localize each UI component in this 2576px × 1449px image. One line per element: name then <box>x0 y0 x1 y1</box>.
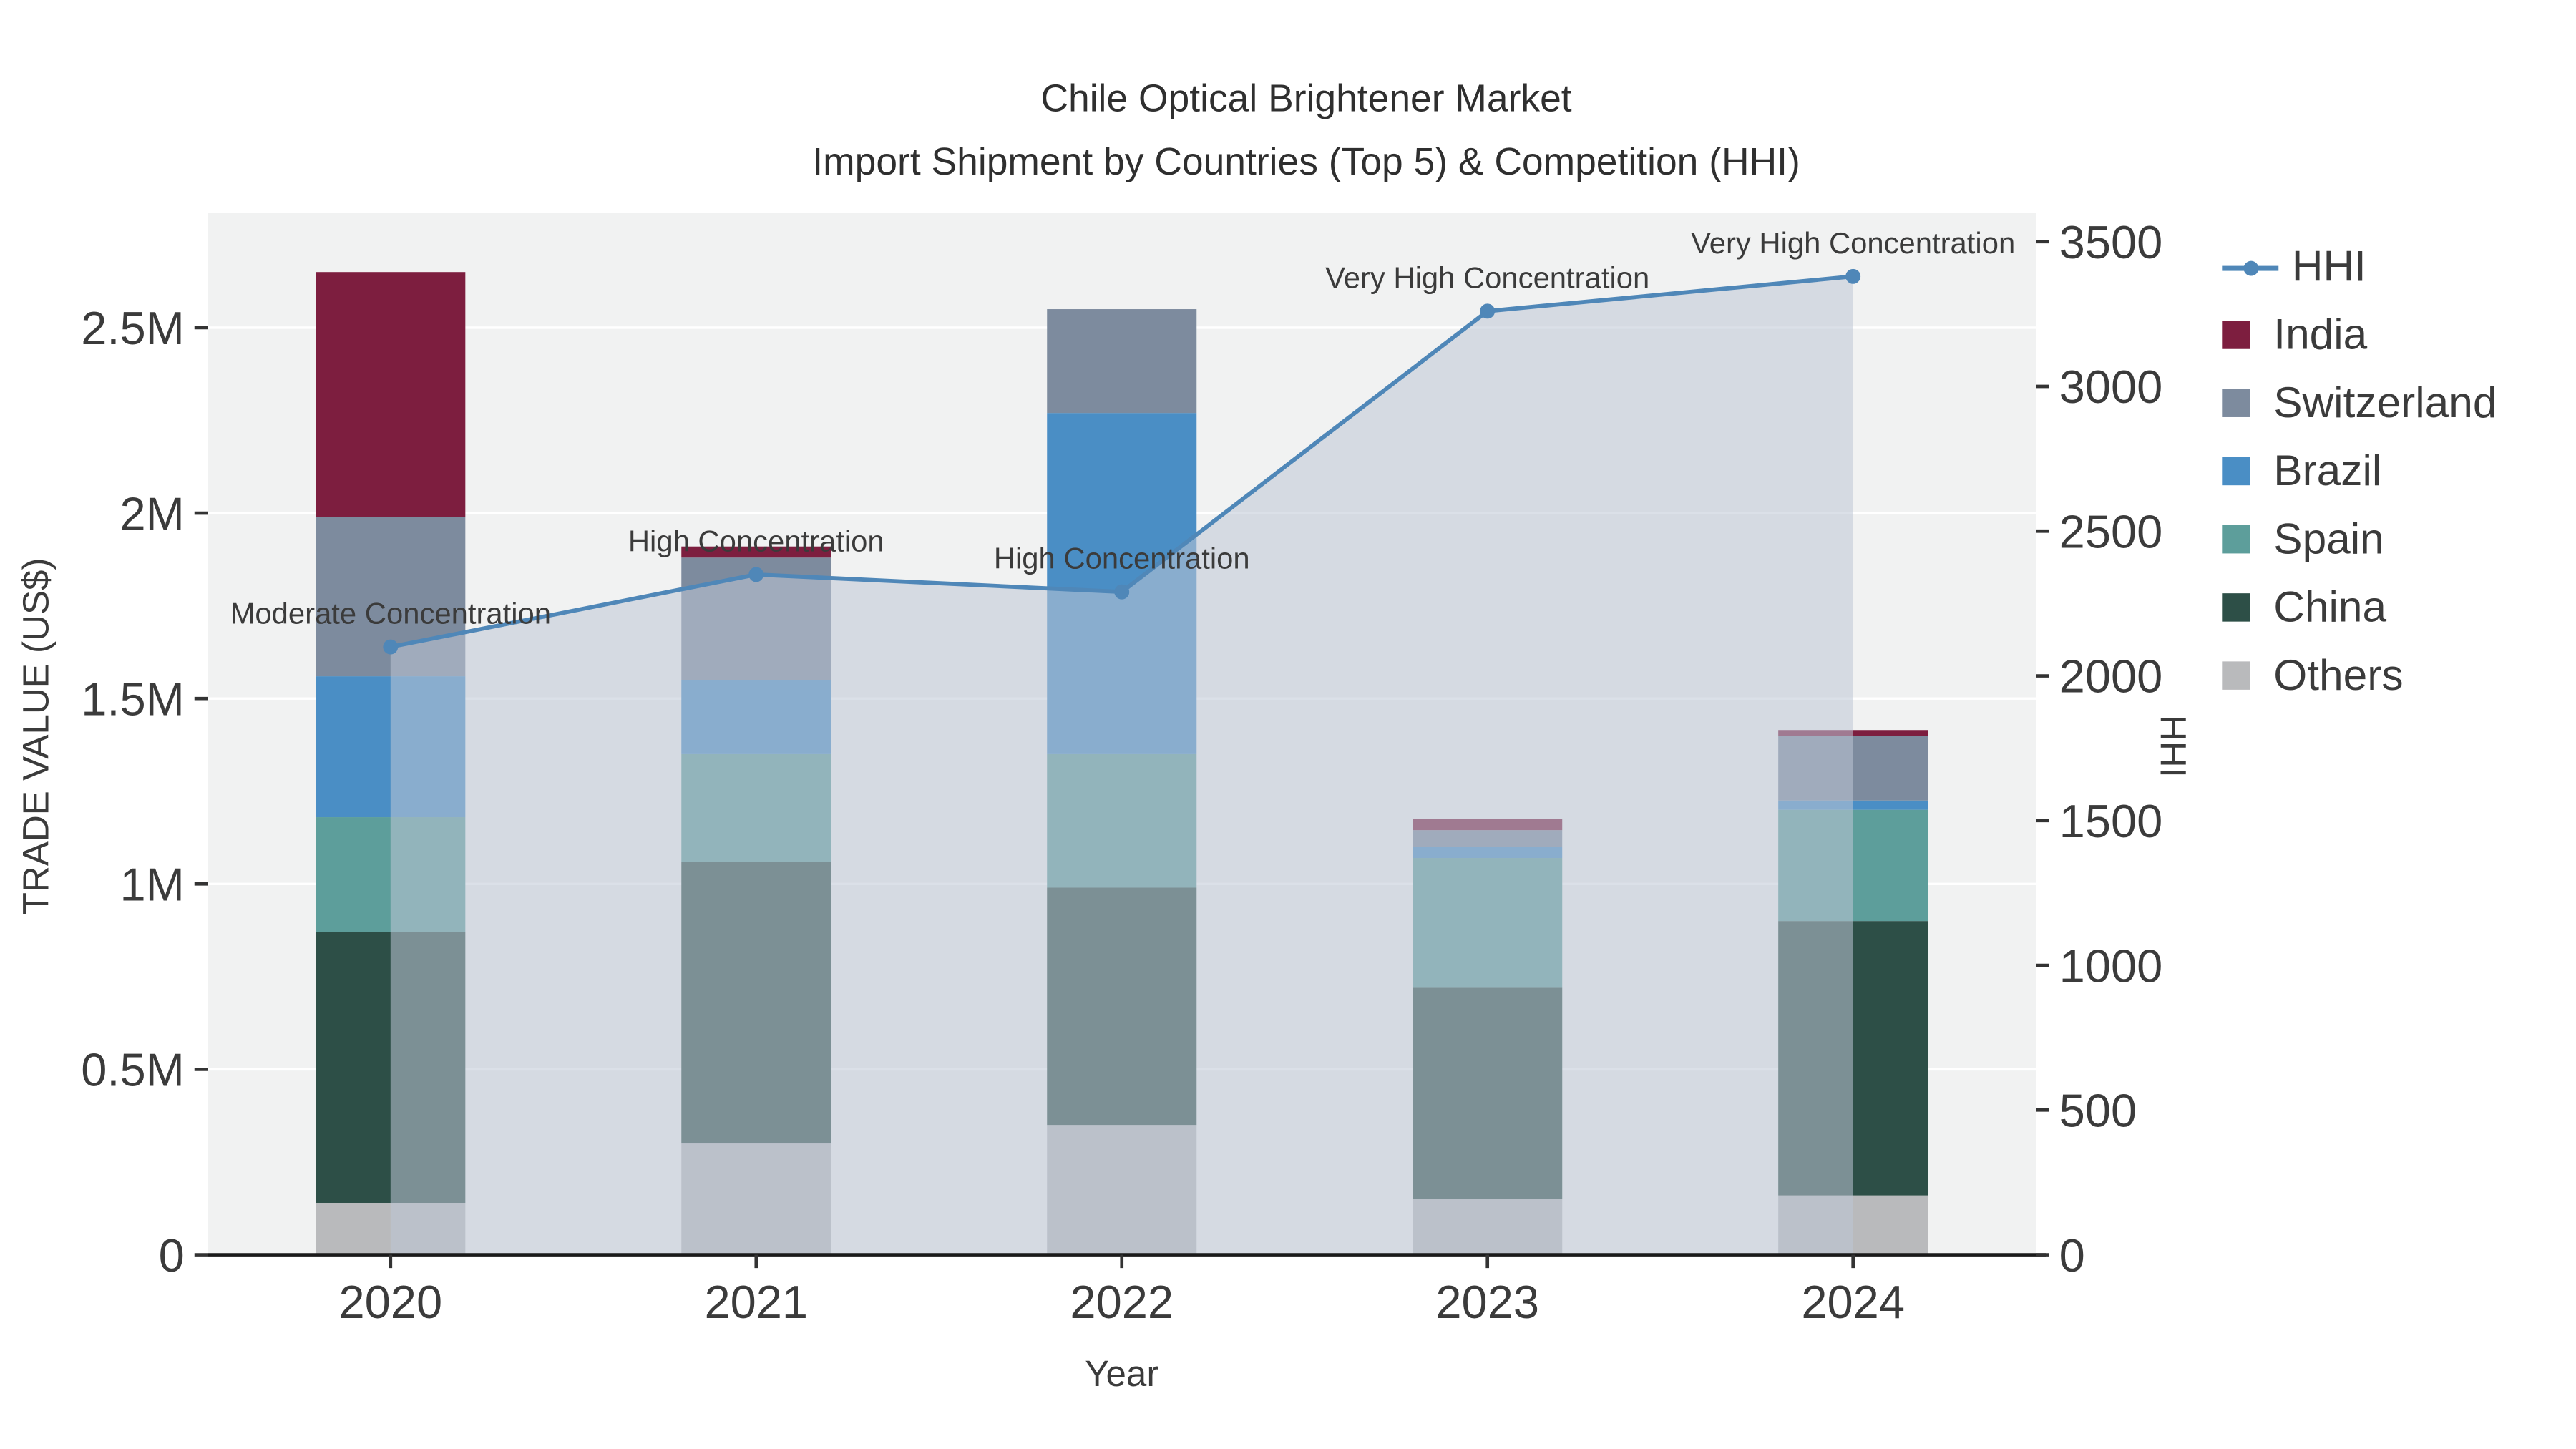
annotation: Very High Concentration <box>1691 226 2015 260</box>
legend-item-brazil: Brazil <box>2222 437 2497 505</box>
x-tick-label: 2022 <box>1070 1276 1174 1328</box>
hhi-area-fill <box>390 276 1853 1255</box>
right-tick-label: 0 <box>2059 1229 2085 1282</box>
left-tick-label: 1.5M <box>81 673 185 725</box>
legend-label: Others <box>2273 650 2404 700</box>
hhi-marker <box>1114 584 1130 600</box>
right-tick-label: 1000 <box>2059 940 2163 992</box>
legend-item-china: China <box>2222 573 2497 641</box>
legend-swatch <box>2222 593 2250 622</box>
hhi-marker <box>748 567 764 582</box>
annotation: High Concentration <box>994 542 1250 575</box>
hhi-marker <box>1480 303 1496 319</box>
legend-item-spain: Spain <box>2222 505 2497 573</box>
legend-label: Switzerland <box>2273 377 2497 427</box>
legend-swatch <box>2222 321 2250 349</box>
legend-label: Spain <box>2273 513 2384 564</box>
legend-label: India <box>2273 308 2368 359</box>
right-tick-label: 2000 <box>2059 650 2163 703</box>
x-tick-label: 2021 <box>704 1276 808 1328</box>
bar-segment-india <box>316 272 466 517</box>
legend-item-others: Others <box>2222 642 2497 710</box>
right-tick-label: 500 <box>2059 1085 2137 1137</box>
annotation: High Concentration <box>628 524 884 557</box>
left-tick-label: 1M <box>119 859 184 911</box>
legend-label: China <box>2273 581 2387 632</box>
x-tick-label: 2020 <box>338 1276 442 1328</box>
y-axis-title-left: TRADE VALUE (US$) <box>14 557 57 915</box>
right-tick-label: 3500 <box>2059 216 2163 268</box>
legend-item-hhi: HHI <box>2222 233 2497 301</box>
legend-swatch <box>2222 457 2250 486</box>
hhi-marker <box>383 639 399 655</box>
hhi-marker <box>1845 268 1861 284</box>
x-tick-label: 2024 <box>1801 1276 1905 1328</box>
left-tick-label: 2M <box>119 487 184 540</box>
bar-segment-switzerland <box>1047 309 1197 414</box>
x-axis-title: Year <box>1085 1352 1159 1395</box>
chart-title-line2: Import Shipment by Countries (Top 5) & C… <box>812 140 1800 183</box>
right-tick-label: 1500 <box>2059 795 2163 847</box>
x-tick-label: 2023 <box>1435 1276 1539 1328</box>
legend-swatch <box>2222 389 2250 417</box>
annotation: Very High Concentration <box>1325 260 1649 294</box>
legend-item-india: India <box>2222 301 2497 369</box>
right-tick-label: 2500 <box>2059 505 2163 557</box>
legend-label: Brazil <box>2273 445 2382 496</box>
legend-swatch <box>2222 525 2250 554</box>
legend: HHI India Switzerland Brazil Spain China Other… <box>2222 233 2497 710</box>
bar-segment-india <box>681 546 831 558</box>
chart-title: Chile Optical Brightener Market Import S… <box>392 67 2220 193</box>
y-axis-title-right: HHI <box>2152 714 2194 778</box>
legend-item-switzerland: Switzerland <box>2222 369 2497 437</box>
right-tick-label: 3000 <box>2059 361 2163 413</box>
annotation: Moderate Concentration <box>230 597 551 630</box>
left-tick-label: 2.5M <box>81 302 185 354</box>
legend-line-symbol <box>2222 253 2279 280</box>
chart-title-line1: Chile Optical Brightener Market <box>1040 76 1572 120</box>
legend-swatch <box>2222 661 2250 690</box>
left-tick-label: 0.5M <box>81 1044 185 1096</box>
legend-label: HHI <box>2291 240 2366 291</box>
left-tick-label: 0 <box>159 1229 185 1282</box>
